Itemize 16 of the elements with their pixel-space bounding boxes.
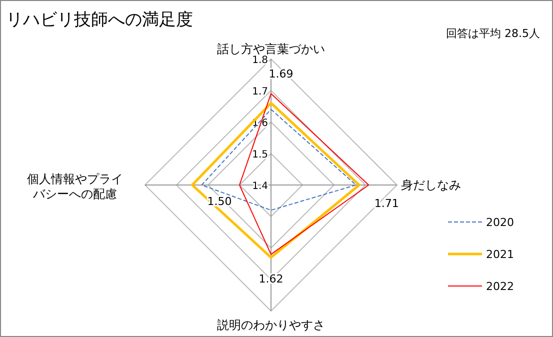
spoke-label: 個人情報やプライバシーへの配慮	[27, 172, 123, 201]
y-tick-label: 1.5	[252, 150, 268, 160]
text: 回答は平均 28.5人	[446, 27, 540, 40]
y-tick-label: 1.7	[252, 86, 268, 98]
spoke-label: 話し方や言葉づかい	[217, 42, 325, 56]
chart-title: リハビリ技師への満足度	[6, 10, 193, 30]
data-label: 1.69	[268, 68, 294, 81]
y-tick-label: 1.8	[252, 55, 268, 66]
data-label: 1.71	[374, 197, 399, 210]
legend-label: 2021	[486, 248, 514, 261]
y-tick-label: 1.4	[252, 181, 268, 192]
data-label: 1.62	[258, 272, 284, 286]
spoke-label: 説明のわかりやすさ	[217, 318, 325, 332]
spoke-label: 身だしなみ	[401, 178, 461, 192]
legend-label: 2022	[486, 280, 514, 293]
legend-label: 2020	[486, 216, 514, 229]
